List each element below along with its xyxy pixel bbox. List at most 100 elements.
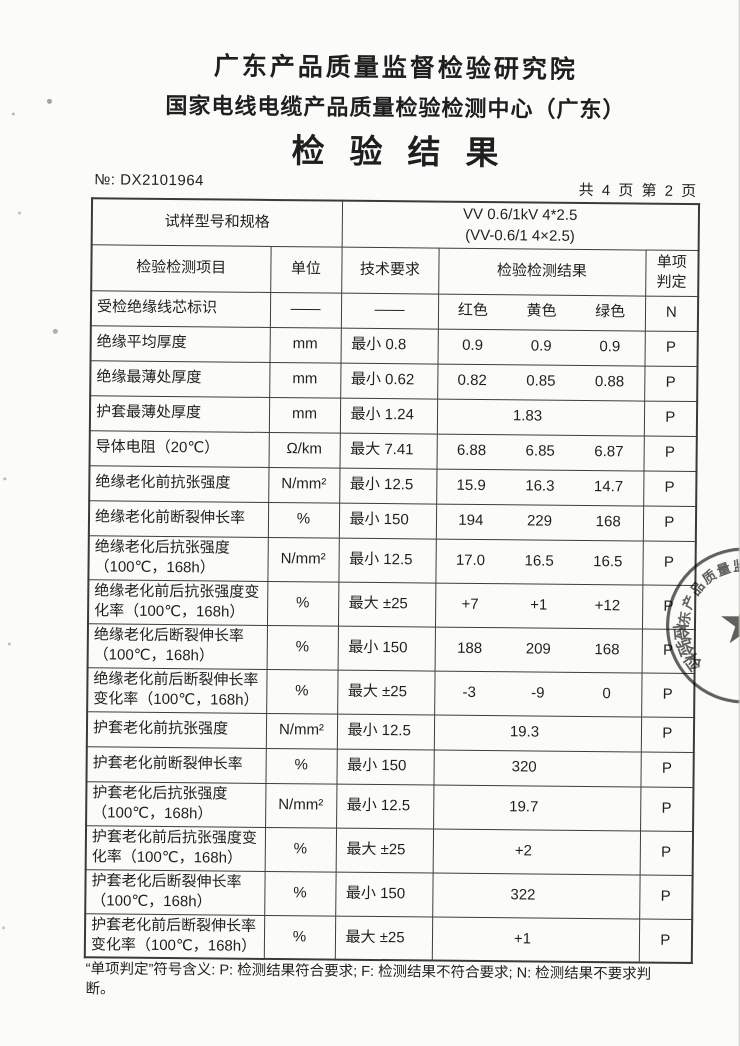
table-row: 绝缘平均厚度 mm 最小 0.8 0.9 0.9 0.9 P [90,325,698,367]
institute-name: 广东产品质量监督检验研究院 [213,52,578,84]
table-row: 绝缘老化前后断裂伸长率 变化率（100℃，168h）% 最大 ±25 -3 -9 0 P [87,667,695,718]
judgment-value: P [639,874,693,920]
result-value: 194 [458,512,484,530]
test-item-label: 护套最薄处厚度 [89,395,270,432]
table-row: 护套老化前后断裂伸长率 变化率（100℃，168h）% 最大 ±25 +1 P [84,913,693,964]
result-value: 14.7 [593,478,624,496]
judgment-value: P [643,435,697,472]
requirement-value: 最小 1.24 [339,397,438,434]
judgment-legend: “单项判定”符号含义: P: 检测结果符合要求; F: 检测结果不符合要求; N… [85,961,652,998]
table-row: 绝缘老化后断裂伸长率 （100℃，168h）% 最小 150 188 209 168 P [87,623,696,674]
requirement-value: 最大 ±25 [337,669,435,715]
table-row: 绝缘老化前后抗张强度变 化率（100℃，168h）% 最大 ±25 +7 +1 +12 P [88,579,696,630]
result-values: 19.7 [433,784,641,831]
test-item-label: 绝缘最薄处厚度 [90,360,270,397]
result-value: -3 [462,683,476,701]
result-value: 15.9 [456,477,486,495]
table-row: 护套老化后抗张强度 （100℃，168h） N/mm² 最小 12.5 19.7 P [86,781,694,832]
result-value: 0.9 [462,337,484,355]
result-values: +7 +1 +12 [435,582,643,629]
column-header-judgment: 单项判定 [645,249,699,297]
test-item-label: 绝缘老化后抗张强度 （100℃，168h） [88,535,268,581]
result-value: 229 [526,512,553,531]
unit-value: % [264,826,337,872]
requirement-value: 最大 7.41 [339,432,437,469]
table-row: 护套最薄处厚度 mm 最小 1.24 1.83 P [89,395,698,437]
result-value: 0.9 [599,338,621,356]
spec-label: 试样型号和规格 [91,198,343,247]
results-table: 试样型号和规格 VV 0.6/1kV 4*2.5 (VV-0.6/1 4×2.5… [83,197,701,965]
unit-value: % [266,624,339,670]
test-item-label: 护套老化前后断裂伸长率 变化率（100℃，168h） [84,913,265,959]
requirement-value: 最小 150 [337,625,436,671]
document-title: 检验结果 [291,132,524,172]
result-values: +2 [432,828,641,875]
result-value: 168 [594,640,620,659]
judgment-value: P [643,400,698,437]
result-values: 19.3 [433,714,642,752]
result-values: 320 [433,749,641,787]
requirement-value: 最小 12.5 [339,467,437,504]
result-value: +12 [594,596,621,615]
page-indicator: 共 4 页 第 2 页 [578,181,699,201]
unit-value: N/mm² [265,782,337,828]
result-values: 188 209 168 [434,626,642,673]
unit-value: Ω/km [268,431,340,468]
result-value: 绿色 [595,303,626,321]
test-item-label: 护套老化前后抗张强度变 化率（100℃，168h） [85,825,266,871]
requirement-value: 最小 150 [336,748,434,785]
unit-value: N/mm² [267,536,339,582]
requirement-value: 最小 150 [338,502,437,539]
unit-value: % [266,580,339,626]
judgment-value: P [643,470,697,507]
result-value: 0.88 [594,373,625,391]
result-value: 6.87 [594,443,624,461]
column-header-requirement: 技术要求 [341,246,439,294]
spec-value: VV 0.6/1kV 4*2.5 (VV-0.6/1 4×2.5) [341,200,700,251]
unit-value: N/mm² [268,466,340,503]
column-header-results: 检验检测结果 [438,247,646,296]
requirement-value: 最小 12.5 [338,537,436,583]
result-value: 0.85 [526,372,556,391]
result-value: 16.5 [524,552,554,570]
test-item-label: 绝缘老化前断裂伸长率 [88,500,269,537]
table-row: 护套老化前断裂伸长率% 最小 150 320 P [86,746,694,788]
report-number-value: DX2101964 [120,171,205,190]
result-value: -9 [531,684,545,702]
spec-value-line2: (VV-0.6/1 4×2.5) [465,227,575,246]
column-header-item: 检验检测项目 [91,244,271,292]
judgment-value: P [644,365,698,402]
result-value: 0 [602,685,611,703]
result-value: 322 [510,886,536,904]
table-row: 绝缘老化前抗张强度 N/mm² 最小 12.5 15.9 16.3 14.7 P [89,465,697,507]
unit-value: % [266,668,338,714]
requirement-value: 最小 0.62 [340,362,438,399]
requirement-value: 最大 ±25 [334,915,433,961]
test-item-label: 绝缘老化前抗张强度 [89,465,269,502]
unit-value: N/mm² [265,712,338,749]
test-item-label: 绝缘老化前后断裂伸长率 变化率（100℃，168h） [87,667,267,713]
seal-character: 检 [670,622,691,641]
unit-value: % [263,914,336,960]
table-row: 绝缘最薄处厚度 mm 最小 0.62 0.82 0.85 0.88 P [90,360,698,402]
result-value: 黄色 [526,302,557,321]
test-item-label: 受检绝缘线芯标识 [90,290,271,327]
test-item-label: 护套老化前抗张强度 [86,711,267,748]
result-values: 0.9 0.9 0.9 [437,328,645,366]
seal-inner-text [645,525,740,527]
judgment-value: P [640,786,694,832]
judgment-value: N [644,295,699,332]
unit-value: —— [269,291,342,328]
result-value: 1.83 [512,407,543,425]
results-table-body: 受检绝缘线芯标识 —— —— 红色 黄色 绿色 N 绝缘平均厚度 mm 最小 0.8 0.9 0.9 0… [84,290,699,964]
result-values: 0.82 0.85 0.88 [437,363,645,401]
judgment-value: P [639,830,694,876]
seal-arc-text [645,525,740,527]
requirement-value: 最大 ±25 [335,827,434,873]
table-row: 绝缘老化前断裂伸长率% 最小 150 194 229 168 P [88,500,697,542]
result-value: 红色 [457,302,488,320]
test-item-label: 护套老化后抗张强度 （100℃，168h） [86,781,266,827]
result-values: 194 229 168 [435,503,644,541]
result-value: 16.5 [593,552,623,571]
result-value: 188 [457,639,483,657]
